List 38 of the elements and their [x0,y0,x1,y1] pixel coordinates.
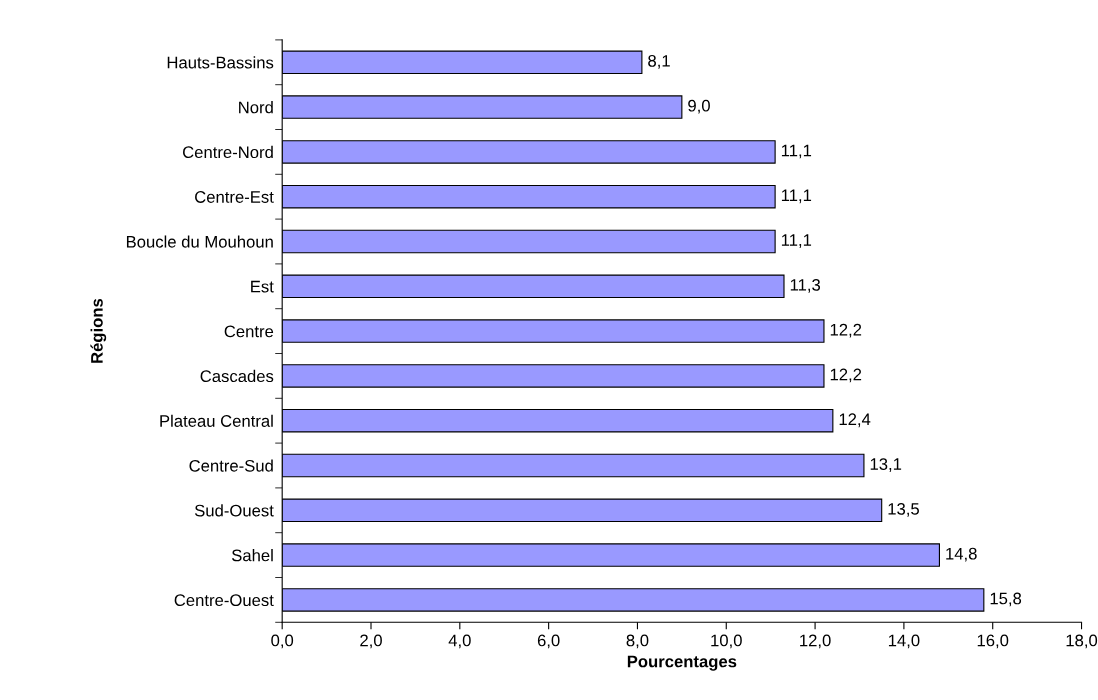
y-tick-label: Centre-Ouest [174,594,274,607]
data-label: 13,1 [870,458,902,472]
y-tick-label: Sahel [231,549,273,562]
x-tick-label: 18,0 [1066,634,1098,649]
y-tick-label: Cascades [200,369,274,383]
y-tick-label: Centre [224,325,274,338]
data-label: 8,1 [648,54,670,69]
y-tick-label: Boucle du Mouhoun [126,235,273,248]
data-label: 11,1 [781,234,812,248]
data-label: 11,1 [781,189,812,204]
x-tick-label: 14,0 [888,634,920,649]
data-label: 9,0 [688,99,710,114]
x-tick-label: 10,0 [711,634,742,649]
data-label: 12,4 [839,413,871,428]
y-tick-label: Nord [239,101,273,114]
y-tick-label: Sud-Ouest [194,504,274,517]
y-tick-label: Est [251,280,274,293]
x-tick-label: 12,0 [800,634,831,649]
x-axis-title: Pourcentages [627,655,737,671]
data-label: 14,8 [946,547,977,562]
x-tick-label: 2,0 [360,634,382,649]
data-label: 13,5 [888,502,919,517]
x-tick-label: 4,0 [448,634,471,649]
x-tick-label: 6,0 [537,634,560,649]
data-label: 11,1 [781,144,812,159]
x-tick-label: 8,0 [626,634,649,649]
x-tick-label: 0,0 [271,634,294,649]
data-label: 12,2 [830,323,862,338]
data-label: 15,8 [990,592,1022,607]
y-axis-title: Régions [90,298,107,363]
y-tick-label: Plateau Central [160,414,273,427]
y-tick-label: Centre-Est [195,191,274,203]
y-tick-label: Centre-Nord [183,145,273,159]
x-tick-label: 16,0 [977,634,1009,649]
data-label: 11,3 [790,278,821,293]
data-label: 12,2 [830,368,862,383]
y-tick-label: Centre-Sud [189,459,273,472]
y-tick-label: Hauts-Bassins [167,56,274,69]
